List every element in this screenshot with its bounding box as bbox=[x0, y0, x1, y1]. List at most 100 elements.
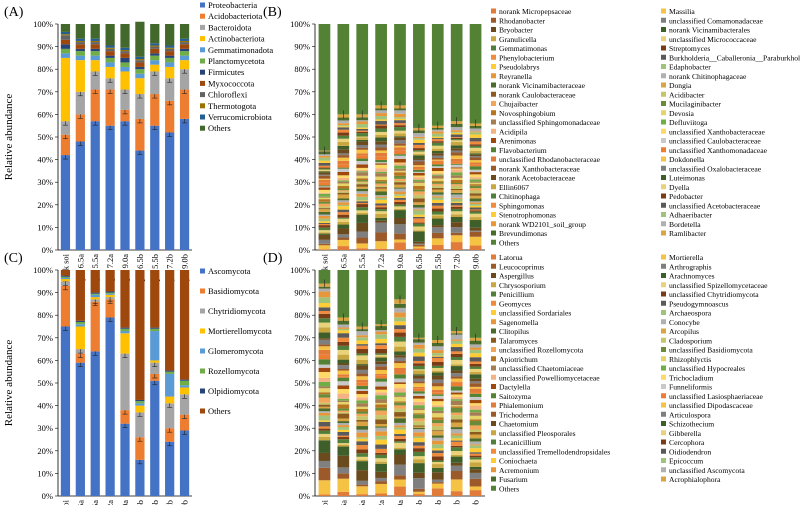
bar-segment bbox=[337, 435, 350, 438]
bar-segment bbox=[337, 149, 350, 154]
bar-segment bbox=[318, 388, 331, 393]
bar-segment bbox=[413, 161, 425, 166]
legend-label: Flavobacterium bbox=[499, 146, 547, 155]
bar-segment bbox=[394, 438, 406, 442]
bar-segment bbox=[450, 206, 463, 209]
bar-segment bbox=[375, 361, 387, 365]
bar-segment bbox=[375, 207, 387, 210]
bar-segment bbox=[413, 375, 425, 379]
legend-label: Ellin6067 bbox=[499, 183, 529, 192]
bar-segment bbox=[469, 349, 482, 354]
bar-segment bbox=[356, 389, 369, 391]
legend-swatch bbox=[200, 36, 205, 42]
bar-segment bbox=[431, 488, 444, 496]
legend-label: Chujaibacter bbox=[499, 100, 538, 109]
legend-label: Arachnomyces bbox=[669, 272, 715, 281]
bar-segment bbox=[337, 376, 350, 378]
bar-segment bbox=[431, 413, 444, 418]
bar-segment bbox=[337, 214, 350, 218]
bar-segment bbox=[431, 148, 444, 151]
legend-label: Latorua bbox=[499, 253, 523, 262]
legend-label: Chrysosporium bbox=[499, 281, 546, 290]
bar-segment bbox=[469, 210, 482, 212]
bar-segment bbox=[375, 345, 387, 349]
bar-segment bbox=[431, 361, 444, 366]
bar-segment bbox=[431, 375, 444, 380]
bar-segment bbox=[450, 351, 463, 354]
legend-label: Defluviitoga bbox=[669, 118, 708, 127]
legend-swatch bbox=[661, 347, 666, 352]
bar-segment bbox=[356, 120, 369, 122]
bar-segment bbox=[375, 493, 387, 496]
bar-segment bbox=[375, 424, 387, 427]
legend-label: Sphingomonas bbox=[499, 201, 544, 210]
bar-segment bbox=[394, 412, 406, 417]
bar-segment bbox=[318, 402, 331, 405]
bar-segment bbox=[375, 353, 387, 355]
bar-segment-actinobacteriota bbox=[135, 78, 145, 95]
bar-segment bbox=[318, 288, 331, 292]
bar-segment bbox=[394, 367, 406, 373]
bar-segment bbox=[469, 131, 482, 133]
bar-segment bbox=[450, 197, 463, 199]
y-tick-label: 80% bbox=[294, 310, 310, 320]
bar-segment bbox=[318, 165, 331, 168]
bar-segment bbox=[375, 222, 387, 233]
bar-segment bbox=[431, 145, 444, 149]
bar-segment bbox=[469, 209, 482, 211]
bar-segment bbox=[318, 430, 331, 434]
bar-segment bbox=[469, 438, 482, 442]
bar-segment bbox=[394, 165, 406, 169]
bar-segment bbox=[337, 337, 350, 342]
bar-segment bbox=[450, 185, 463, 189]
bar-segment-proteobacteria bbox=[105, 125, 115, 250]
x-tick-label: Bulk soi bbox=[319, 253, 329, 282]
bar-segment bbox=[431, 208, 444, 212]
legend-label: unclassified Xanthobacteraceae bbox=[669, 127, 766, 136]
bar-segment bbox=[450, 190, 463, 193]
legend-swatch bbox=[200, 69, 205, 75]
legend-label: Chitinophaga bbox=[499, 192, 541, 201]
y-tick-label: 80% bbox=[37, 64, 53, 74]
y-tick-label: 70% bbox=[294, 87, 310, 97]
bar-segment-ascomycota bbox=[165, 441, 175, 496]
legend-label: Granulicella bbox=[499, 35, 537, 44]
bar-segment bbox=[337, 324, 350, 328]
bar-segment-firmicutes bbox=[165, 55, 175, 58]
legend-swatch bbox=[200, 58, 205, 64]
bar-segment bbox=[375, 410, 387, 416]
bar-segment-acidobacteriota bbox=[90, 89, 100, 122]
bar-segment bbox=[318, 233, 331, 235]
bar-segment-basidiomycota bbox=[90, 301, 100, 352]
bar-segment-others bbox=[318, 24, 331, 151]
bar-segment bbox=[337, 345, 350, 350]
bar-segment bbox=[394, 137, 406, 141]
bar-segment bbox=[469, 231, 482, 237]
legend-swatch bbox=[491, 82, 496, 88]
bar-segment bbox=[375, 399, 387, 403]
bar-segment bbox=[337, 153, 350, 156]
bar-segment bbox=[394, 402, 406, 406]
bar-segment bbox=[394, 434, 406, 437]
bar-segment bbox=[450, 386, 463, 391]
bar-segment bbox=[413, 151, 425, 155]
bar-segment bbox=[375, 220, 387, 223]
bar-segment bbox=[450, 479, 463, 492]
bar-segment bbox=[394, 475, 406, 480]
bar-segment bbox=[431, 423, 444, 427]
bar-segment bbox=[356, 390, 369, 395]
legend-swatch bbox=[491, 8, 496, 14]
bar-segment-acidobacteriota bbox=[179, 89, 190, 119]
bar-segment bbox=[413, 179, 425, 182]
legend-label: unclassified Powelliomycetaceae bbox=[499, 373, 600, 382]
bar-segment bbox=[394, 158, 406, 163]
bar-segment bbox=[375, 168, 387, 172]
bar-segment bbox=[431, 410, 444, 414]
bar-segment-ascomycota bbox=[60, 326, 71, 496]
bar-segment bbox=[318, 367, 331, 372]
legend-swatch bbox=[491, 263, 496, 269]
bar-segment-olpidiomycota bbox=[105, 291, 115, 293]
bar-segment bbox=[375, 407, 387, 411]
bar-segment bbox=[469, 425, 482, 430]
bar-segment bbox=[394, 123, 406, 126]
